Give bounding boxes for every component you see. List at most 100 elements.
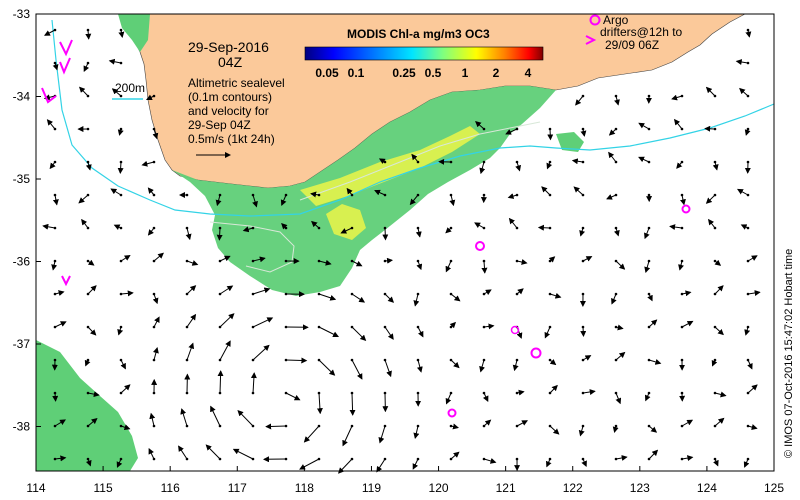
altimetry-line-1: Altimetric sealevel <box>188 76 285 90</box>
velocity-origin <box>53 325 57 329</box>
velocity-origin <box>284 424 288 428</box>
velocity-origin <box>449 325 453 329</box>
velocity-arrow <box>378 425 386 444</box>
velocity-arrow <box>681 419 694 427</box>
velocity-arrow <box>744 326 751 336</box>
velocity-arrow <box>252 194 258 208</box>
velocity-arrow <box>648 359 662 365</box>
velocity-origin <box>119 457 123 461</box>
velocity-arrow <box>549 292 562 299</box>
velocity-origin <box>746 457 750 461</box>
velocity-arrow <box>417 326 424 338</box>
velocity-arrow <box>216 227 223 241</box>
velocity-arrow <box>252 287 271 295</box>
velocity-arrow <box>120 384 131 394</box>
velocity-origin <box>482 127 486 131</box>
velocity-arrow <box>250 372 257 394</box>
velocity-arrow <box>705 194 716 204</box>
velocity-arrow <box>735 59 749 66</box>
x-axis: 114 115 116 117 118 119 120 121 122 123 124 125 <box>26 466 784 495</box>
velocity-arrow <box>479 161 486 175</box>
velocity-origin <box>86 61 90 65</box>
velocity-origin <box>680 259 684 263</box>
velocity-arrow <box>739 87 749 97</box>
velocity-arrow <box>153 316 160 328</box>
velocity-arrow <box>120 424 131 431</box>
velocity-arrow <box>152 128 159 140</box>
velocity-arrow <box>120 290 134 297</box>
credit-text: © IMOS 07-Oct-2016 15:47:02 Hobart time <box>783 249 795 458</box>
velocity-arrow <box>108 58 122 65</box>
velocity-arrow <box>516 259 528 265</box>
velocity-arrow <box>219 313 235 328</box>
sealevel-contour <box>209 221 295 273</box>
velocity-origin <box>713 127 717 131</box>
velocity-arrow <box>483 458 497 464</box>
velocity-origin <box>350 292 354 296</box>
velocity-arrow <box>413 293 420 307</box>
velocity-origin <box>449 358 453 362</box>
velocity-arrow <box>46 119 56 130</box>
velocity-origin <box>53 391 57 395</box>
velocity-origin <box>581 226 585 230</box>
velocity-origin <box>251 325 255 329</box>
velocity-arrow <box>549 384 558 394</box>
velocity-origin <box>86 226 90 230</box>
velocity-origin <box>746 259 750 263</box>
velocity-arrow <box>87 391 100 398</box>
x-tick-label: 123 <box>630 481 650 495</box>
y-tick-label: -34 <box>13 90 31 104</box>
velocity-origin <box>416 160 420 164</box>
velocity-origin <box>383 193 387 197</box>
velocity-arrow <box>450 293 461 302</box>
argo-marker-icon <box>589 14 601 26</box>
argo-float <box>447 408 457 418</box>
y-tick-label: -37 <box>13 337 31 351</box>
velocity-arrow <box>608 151 617 163</box>
velocity-origin <box>218 391 222 395</box>
velocity-arrow <box>415 227 422 238</box>
velocity-arrow <box>571 158 584 165</box>
velocity-origin <box>647 160 651 164</box>
velocity-origin <box>152 457 156 461</box>
colorbar-tick-label: 0.1 <box>348 66 365 80</box>
velocity-arrow <box>186 313 197 328</box>
velocity-arrow <box>681 320 694 328</box>
velocity-origin <box>647 457 651 461</box>
colorbar-tick-label: 2 <box>493 66 500 80</box>
velocity-origin <box>86 127 90 131</box>
x-tick-label: 120 <box>429 481 449 495</box>
velocity-origin <box>581 127 585 131</box>
velocity-arrow <box>180 408 188 427</box>
velocity-arrow <box>178 445 188 460</box>
velocity-arrow <box>615 351 626 361</box>
velocity-origin <box>482 193 486 197</box>
velocity-arrow <box>743 458 750 468</box>
velocity-arrow <box>87 417 98 427</box>
velocity-origin <box>119 160 123 164</box>
velocity-origin <box>614 226 618 230</box>
velocity-arrow <box>346 187 353 196</box>
velocity-arrow <box>614 95 620 106</box>
velocity-arrow <box>51 260 58 271</box>
velocity-arrow <box>215 194 222 207</box>
velocity-origin <box>581 358 585 362</box>
velocity-origin <box>119 325 123 329</box>
velocity-origin <box>416 193 420 197</box>
velocity-arrow <box>505 128 518 135</box>
velocity-origin <box>53 457 57 461</box>
velocity-arrow <box>412 458 419 470</box>
chlorophyll-west-coast <box>36 340 138 471</box>
velocity-origin <box>680 391 684 395</box>
velocity-arrow <box>242 226 254 233</box>
velocity-origin <box>317 259 321 263</box>
velocity-origin <box>350 226 354 230</box>
velocity-origin <box>515 391 519 395</box>
velocity-arrow <box>186 260 199 266</box>
velocity-origin <box>383 160 387 164</box>
velocity-arrow <box>747 424 758 430</box>
velocity-arrow <box>648 319 658 328</box>
velocity-arrow <box>578 425 585 437</box>
velocity-origin <box>350 457 354 461</box>
velocity-origin <box>515 193 519 197</box>
